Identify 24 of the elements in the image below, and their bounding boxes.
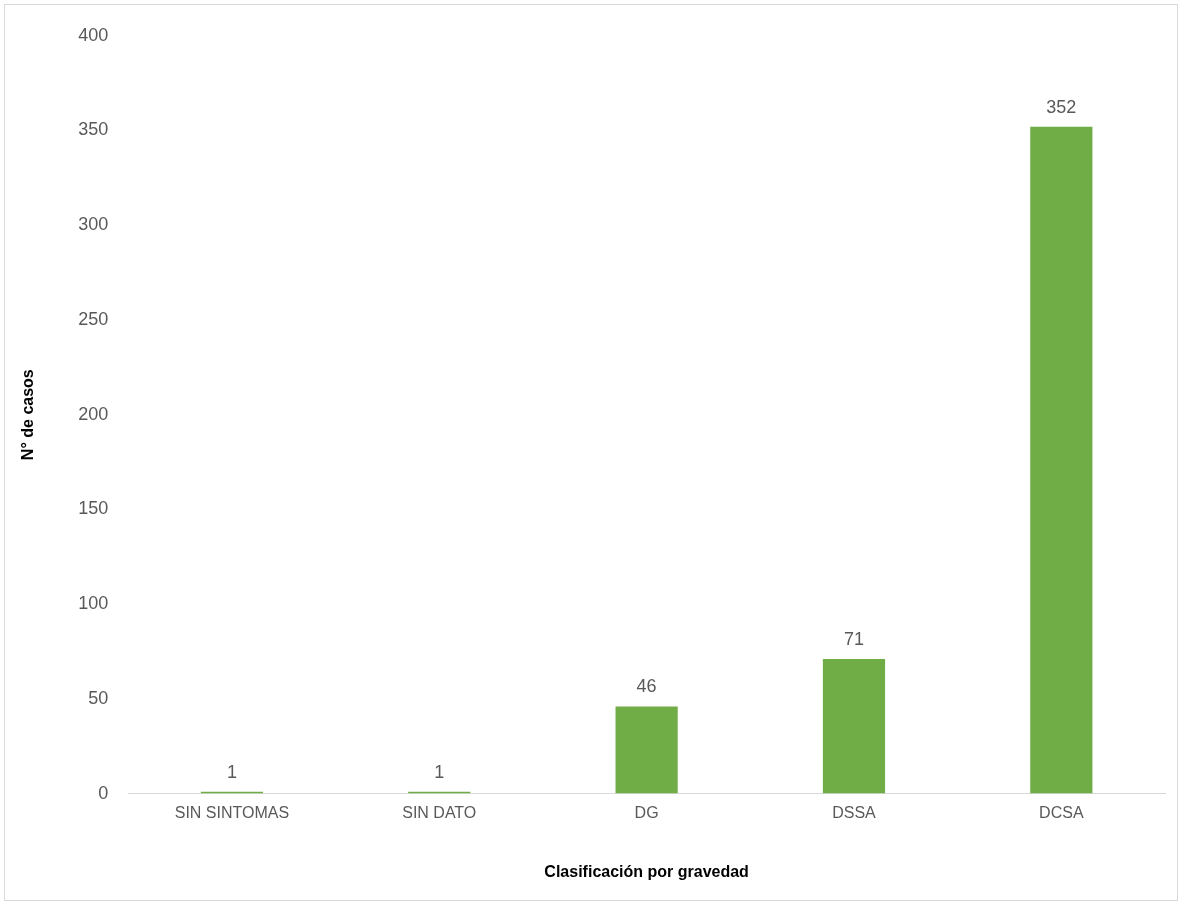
x-tick-label: DCSA <box>1039 803 1084 821</box>
y-tick-label: 350 <box>78 119 109 140</box>
data-label: 71 <box>843 629 864 650</box>
y-tick-label: 200 <box>78 403 109 424</box>
y-tick-label: 250 <box>78 308 109 329</box>
data-label: 1 <box>226 761 237 782</box>
x-axis-title: Clasificación por gravedad <box>544 862 749 880</box>
data-label: 352 <box>1046 96 1077 117</box>
bar <box>1030 126 1093 794</box>
y-tick-label: 50 <box>88 687 109 708</box>
y-tick-label: 150 <box>78 498 109 519</box>
y-tick-label: 400 <box>78 24 109 45</box>
bar <box>615 706 678 794</box>
x-tick-label: SIN SINTOMAS <box>174 803 290 821</box>
data-label: 46 <box>636 676 657 697</box>
data-label: 1 <box>434 761 445 782</box>
y-tick-label: 300 <box>78 214 109 235</box>
bar <box>822 659 886 794</box>
y-tick-label: 100 <box>78 593 109 614</box>
x-tick-label: DSSA <box>832 803 877 821</box>
y-axis-title: N° de casos <box>19 369 37 461</box>
y-tick-label: 0 <box>98 782 109 803</box>
x-tick-label: SIN DATO <box>402 803 477 821</box>
x-tick-label: DG <box>634 803 659 821</box>
